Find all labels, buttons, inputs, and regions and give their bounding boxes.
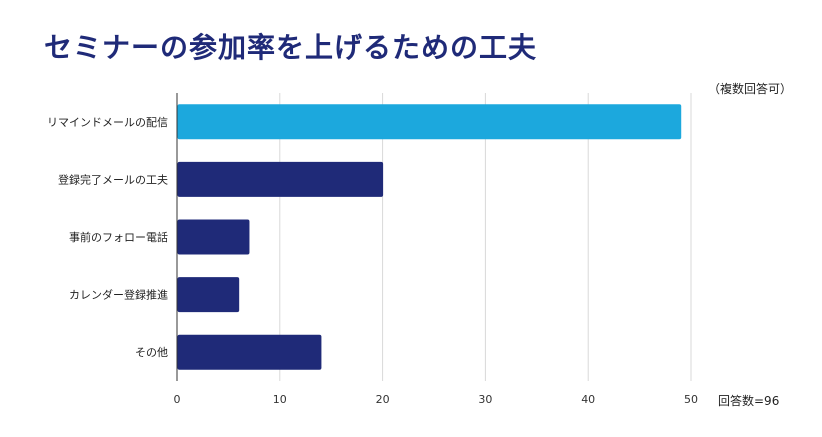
bar — [177, 161, 384, 197]
x-tick-label: 0 — [174, 393, 181, 406]
chart-title: セミナーの参加率を上げるための工夫 — [44, 31, 538, 64]
category-label: その他 — [135, 346, 168, 359]
x-tick-label: 30 — [478, 393, 492, 406]
x-tick-label: 40 — [581, 393, 595, 406]
multiple-answer-note: （複数回答可） — [707, 82, 792, 96]
bar — [177, 277, 240, 313]
x-tick-label: 10 — [273, 393, 287, 406]
respondent-count: 回答数=96 — [718, 394, 780, 408]
bar — [177, 104, 682, 140]
category-label: カレンダー登録推進 — [69, 288, 168, 302]
category-label: リマインドメールの配信 — [47, 116, 168, 129]
x-tick-label: 50 — [684, 393, 698, 406]
category-label: 登録完了メールの工夫 — [58, 172, 168, 186]
category-label: 事前のフォロー電話 — [69, 230, 168, 244]
bar — [177, 219, 250, 255]
x-tick-label: 20 — [376, 393, 390, 406]
bar — [177, 334, 322, 370]
